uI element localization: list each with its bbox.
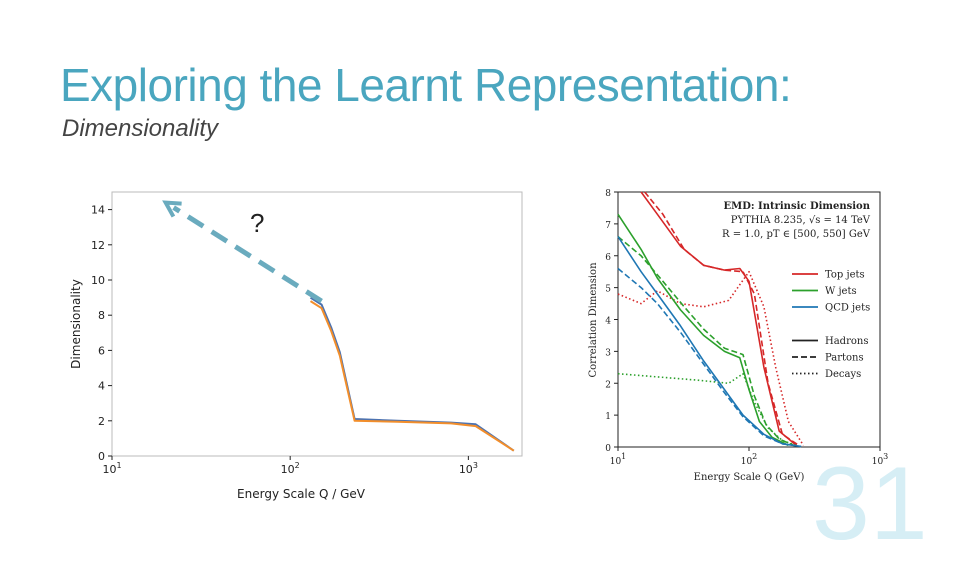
y-tick-label: 8	[605, 189, 611, 199]
legend-line-2: PYTHIA 8.235, √s = 14 TeV	[731, 215, 871, 226]
plot-area	[617, 191, 881, 448]
y-tick-label: 10	[91, 274, 105, 287]
series-line	[644, 191, 800, 447]
legend-label: Hadrons	[825, 336, 868, 347]
y-tick-label: 0	[605, 444, 611, 454]
annotation-arrow	[172, 205, 323, 304]
y-axis-label: Dimensionality	[69, 279, 83, 369]
y-tick-label: 7	[605, 221, 611, 231]
y-axis-label: Correlation Dimension	[588, 262, 599, 378]
annotation-arrowhead	[162, 200, 182, 218]
legend-label: Top jets	[825, 270, 865, 281]
y-tick-label: 3	[605, 348, 611, 358]
series-line	[617, 270, 805, 446]
y-tick-label: 0	[98, 450, 105, 463]
legend-label: Partons	[825, 353, 864, 364]
x-axis-label: Energy Scale Q (GeV)	[694, 472, 805, 483]
question-mark: ?	[250, 208, 265, 238]
x-tick-label: 101	[102, 461, 121, 476]
series-line	[617, 267, 802, 448]
y-tick-label: 2	[98, 415, 105, 428]
legend-heading: EMD: Intrinsic Dimension	[724, 201, 871, 212]
legend-label: QCD jets	[825, 303, 870, 314]
series-line	[309, 300, 515, 452]
x-tick-label: 102	[281, 461, 300, 476]
series-line	[617, 236, 802, 448]
y-tick-label: 14	[91, 204, 105, 217]
legend-line-3: R = 1.0, pT ∈ [500, 550] GeV	[722, 229, 871, 240]
legend-label: Decays	[825, 369, 861, 380]
y-tick-label: 1	[605, 412, 611, 422]
plot-area	[111, 191, 523, 457]
legend-label: W jets	[825, 286, 857, 297]
x-axis-label: Energy Scale Q / GeV	[237, 487, 366, 501]
y-tick-label: 4	[98, 380, 105, 393]
series-line	[617, 235, 795, 447]
slide-title: Exploring the Learnt Representation:	[60, 59, 792, 111]
series-line	[617, 372, 797, 447]
y-tick-label: 4	[605, 317, 611, 327]
dimensionality-chart: 0 2 4 6 8 10 12 14 101 102 103 Energy Scale Q / Ge…	[69, 191, 523, 501]
slide-number: 31	[812, 446, 928, 562]
x-tick-label: 101	[610, 452, 627, 467]
series-line	[640, 191, 797, 447]
y-tick-label: 6	[98, 344, 105, 357]
y-tick-label: 5	[605, 285, 611, 295]
y-tick-label: 8	[98, 309, 105, 322]
y-tick-label: 6	[605, 253, 611, 263]
x-tick-label: 102	[741, 452, 758, 467]
slide-subtitle: Dimensionality	[62, 115, 219, 142]
y-tick-label: 2	[605, 380, 611, 390]
y-tick-label: 12	[91, 239, 105, 252]
x-tick-label: 103	[459, 461, 478, 476]
